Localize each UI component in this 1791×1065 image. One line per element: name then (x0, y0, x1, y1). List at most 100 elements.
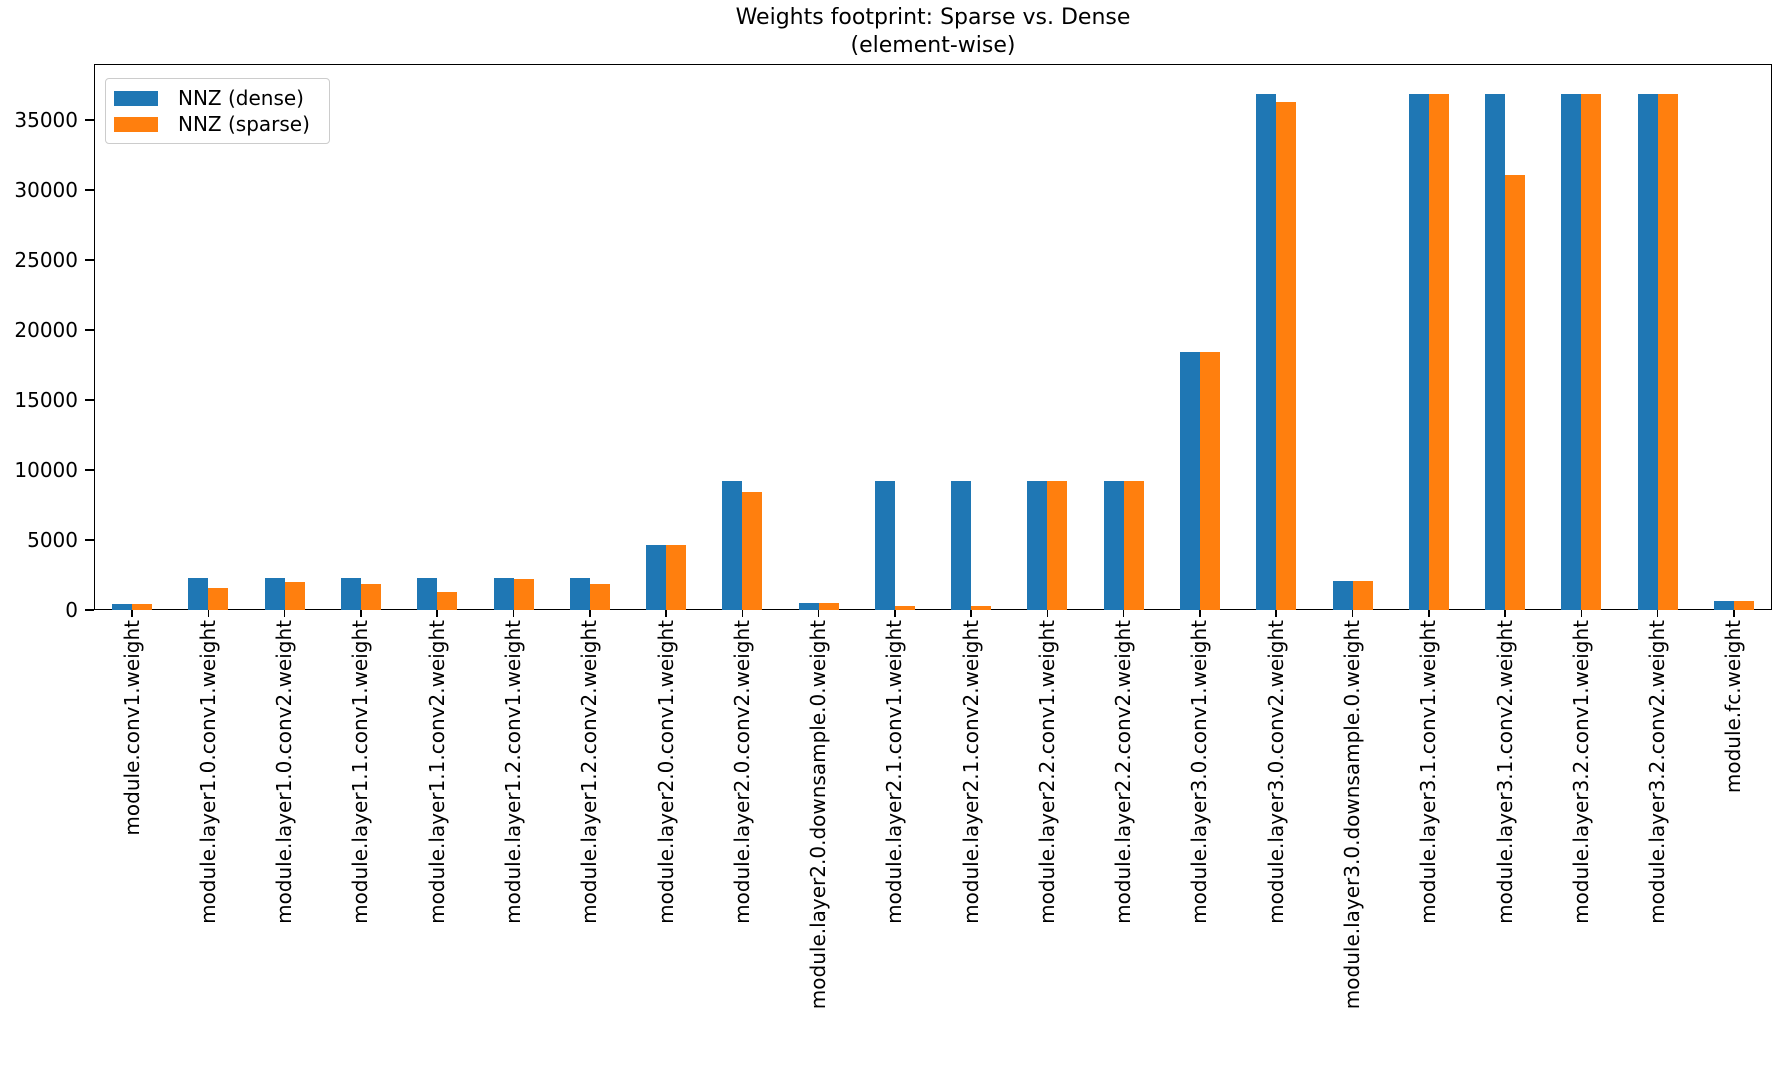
x-tick-label: module.layer1.1.conv2.weight (424, 620, 449, 924)
y-tick-mark (85, 329, 94, 331)
bar-sparse (818, 602, 839, 610)
bar-dense (646, 545, 667, 610)
y-tick-mark (85, 539, 94, 541)
x-tick-mark (894, 610, 896, 617)
bar-dense (1561, 93, 1582, 610)
bar-dense (951, 480, 972, 610)
x-tick-mark (1580, 610, 1583, 617)
x-tick-label: module.layer2.0.downsample.0.weight (806, 620, 831, 1010)
y-tick-mark (85, 469, 94, 471)
x-tick-label: module.layer2.0.conv2.weight (729, 620, 754, 924)
bar-sparse (208, 587, 229, 610)
y-tick-mark (85, 259, 94, 261)
chart-title-line1: Weights footprint: Sparse vs. Dense (735, 5, 1131, 30)
bar-dense (1179, 351, 1200, 610)
x-tick-mark (970, 610, 972, 617)
x-tick-mark (1428, 610, 1430, 617)
x-tick-mark (512, 610, 515, 617)
bar-sparse (1123, 480, 1144, 610)
bar-dense (188, 577, 209, 610)
x-tick-label: module.layer2.1.conv2.weight (958, 620, 983, 924)
bar-sparse (1199, 351, 1220, 610)
x-tick-mark (1046, 610, 1049, 617)
bar-dense (493, 577, 514, 610)
legend-patch-sparse (114, 116, 158, 132)
x-tick-mark (360, 610, 362, 617)
bar-dense (1408, 93, 1429, 610)
bar-dense (1713, 601, 1734, 610)
x-tick-mark (1656, 610, 1659, 617)
x-tick-label: module.layer2.2.conv2.weight (1111, 620, 1136, 924)
x-tick-label: module.layer1.1.conv1.weight (348, 620, 373, 924)
bar-sparse (1581, 93, 1602, 610)
bar-sparse (589, 583, 610, 610)
bar-dense (569, 577, 590, 610)
x-tick-label: module.layer3.2.conv2.weight (1645, 620, 1670, 924)
x-tick-label: module.layer2.0.conv1.weight (653, 620, 678, 924)
bar-sparse (513, 579, 534, 610)
legend-label-dense: NNZ (dense) (178, 86, 304, 110)
x-tick-label: module.layer3.1.conv1.weight (1416, 620, 1441, 924)
x-tick-mark (665, 610, 667, 617)
legend: NNZ (dense) NNZ (sparse) (105, 78, 330, 144)
bar-dense (417, 577, 438, 610)
bar-dense (1256, 93, 1277, 610)
x-tick-label: module.layer3.0.conv2.weight (1263, 620, 1288, 924)
x-tick-mark (1122, 610, 1125, 617)
bar-sparse (284, 581, 305, 610)
bar-sparse (1276, 101, 1297, 610)
y-tick-label: 20000 (14, 317, 78, 342)
x-tick-mark (589, 610, 591, 617)
legend-entry-sparse: NNZ (sparse) (114, 112, 319, 136)
x-tick-mark (207, 610, 210, 617)
bar-dense (874, 480, 895, 610)
x-tick-mark (817, 610, 820, 617)
bar-dense (340, 577, 361, 610)
y-tick-label: 10000 (14, 457, 78, 482)
x-tick-mark (283, 610, 286, 617)
x-tick-label: module.layer1.0.conv1.weight (195, 620, 220, 924)
x-tick-mark (1504, 610, 1506, 617)
y-tick-label: 30000 (14, 177, 78, 202)
legend-patch-dense (114, 90, 158, 106)
bar-sparse (1352, 581, 1373, 610)
x-tick-label: module.layer3.0.downsample.0.weight (1340, 620, 1364, 1010)
bar-dense (722, 480, 743, 610)
chart-title-line2: (element-wise) (850, 33, 1016, 58)
y-tick-mark (85, 189, 94, 191)
x-tick-label: module.layer1.2.conv2.weight (577, 620, 602, 924)
x-tick-label: module.fc.weight (1721, 620, 1746, 794)
bar-dense (1332, 581, 1353, 610)
y-tick-label: 25000 (14, 247, 78, 272)
x-tick-label: module.layer1.2.conv1.weight (501, 620, 525, 924)
x-tick-mark (131, 610, 133, 617)
bar-dense (798, 602, 819, 610)
y-tick-label: 35000 (14, 107, 78, 132)
bar-dense (1637, 93, 1658, 610)
x-tick-mark (436, 610, 438, 617)
x-tick-mark (1733, 610, 1735, 617)
bar-dense (1485, 93, 1506, 610)
y-tick-mark (85, 119, 94, 121)
bar-sparse (437, 591, 458, 610)
x-tick-label: module.layer3.0.conv1.weight (1187, 620, 1212, 924)
x-tick-label: module.conv1.weight (119, 620, 144, 836)
bar-sparse (1505, 174, 1526, 610)
x-tick-mark (1351, 610, 1354, 617)
bar-sparse (971, 605, 992, 610)
bar-sparse (1047, 480, 1068, 610)
bar-sparse (360, 583, 381, 610)
y-tick-label: 15000 (14, 387, 78, 412)
x-tick-mark (1275, 610, 1277, 617)
bar-sparse (894, 605, 915, 610)
x-tick-label: module.layer2.1.conv1.weight (882, 620, 907, 924)
bar-dense (264, 577, 285, 610)
y-tick-label: 5000 (27, 527, 78, 552)
y-tick-label: 0 (65, 597, 78, 622)
y-tick-mark (85, 609, 94, 611)
x-tick-label: module.layer3.2.conv1.weight (1568, 620, 1593, 924)
bar-dense (1103, 480, 1124, 610)
bar-sparse (666, 545, 687, 610)
bar-sparse (1733, 601, 1754, 610)
